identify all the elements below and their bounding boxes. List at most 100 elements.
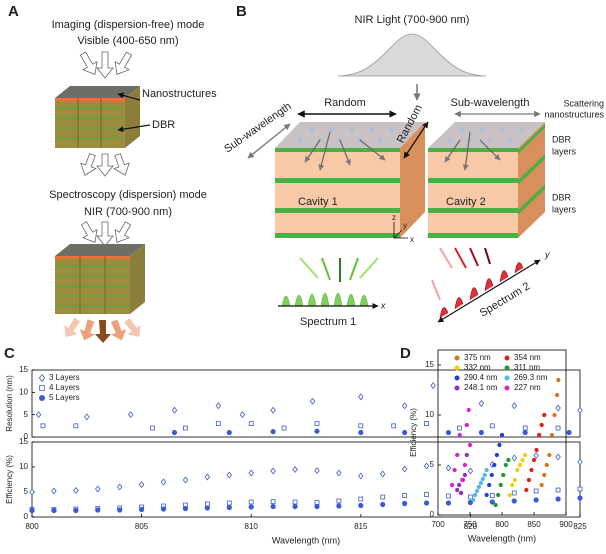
point [554, 392, 560, 398]
point [577, 486, 583, 492]
legend-label: 5 Layers [49, 393, 80, 402]
x-tick-label: 800 [495, 520, 509, 529]
point [226, 500, 232, 506]
x-tick-label: 800 [25, 522, 39, 531]
point [380, 470, 386, 478]
point [204, 505, 210, 511]
point [51, 507, 57, 514]
x-tick-label: 700 [431, 520, 445, 529]
point [496, 492, 501, 498]
point [358, 393, 364, 401]
legend-marker [39, 385, 45, 391]
outgoing-arrows [80, 153, 130, 177]
point [533, 488, 539, 494]
point [29, 488, 35, 496]
point [270, 503, 276, 510]
point [511, 454, 517, 462]
point [555, 496, 561, 502]
x-tick-label: 820 [464, 522, 478, 531]
panel-label: B [236, 3, 247, 20]
point [520, 457, 525, 463]
point [314, 421, 320, 426]
point [489, 499, 495, 505]
legend-label: 311 nm [514, 363, 540, 372]
point [248, 469, 254, 477]
point [506, 457, 511, 463]
point [494, 452, 499, 458]
point [552, 412, 557, 418]
point [336, 469, 342, 477]
point [511, 402, 517, 410]
legend-label: 290.4 nm [464, 373, 498, 382]
legend-marker [39, 394, 46, 401]
point [544, 462, 549, 468]
point [248, 421, 254, 426]
point [281, 425, 287, 431]
legend-marker [454, 385, 460, 391]
y-tick-label: 15 [19, 365, 28, 374]
point [446, 493, 451, 499]
point [555, 453, 561, 461]
axis-label: y [403, 221, 407, 230]
legend-label: 227 nm [514, 383, 541, 392]
point [482, 472, 487, 478]
point [542, 412, 547, 418]
point [471, 497, 476, 503]
point [314, 466, 320, 475]
point [314, 500, 320, 505]
axis-label: x [410, 235, 414, 244]
cavity-cube [275, 122, 425, 238]
point [467, 442, 473, 448]
point [423, 500, 430, 506]
spectrum-axis [437, 259, 541, 323]
point [511, 490, 517, 496]
y-tick-label: 5 [24, 487, 29, 496]
point [462, 472, 467, 478]
point [73, 486, 79, 495]
point [499, 432, 505, 438]
point [358, 423, 364, 429]
point [183, 425, 188, 431]
point [511, 498, 517, 504]
y-tick-label: 10 [19, 462, 28, 471]
point [171, 406, 178, 414]
coordinate-axes [393, 222, 408, 239]
mode-title: Imaging (dispersion-free) mode [52, 19, 205, 31]
point [497, 442, 502, 448]
point [314, 428, 320, 434]
point [138, 480, 145, 489]
light-spectrum [337, 33, 487, 77]
point [492, 462, 497, 468]
legend-marker [38, 373, 46, 383]
point [517, 462, 523, 468]
legend-marker [504, 355, 510, 361]
point [160, 506, 167, 512]
point [171, 429, 178, 436]
x-axis-label: Wavelength (nm) [468, 533, 536, 543]
point [40, 423, 46, 429]
point [270, 429, 276, 435]
point [455, 452, 460, 458]
point [182, 505, 189, 512]
point [160, 478, 167, 486]
point [510, 482, 515, 488]
point [522, 425, 528, 431]
mode-band: Visible (400-650 nm) [77, 35, 178, 47]
dispersed-arrows [64, 317, 141, 343]
point [401, 465, 408, 473]
point [555, 404, 561, 412]
y-tick-label: 5 [24, 410, 29, 419]
point [464, 422, 469, 428]
light-label: NIR Light (700-900 nm) [355, 14, 470, 26]
x-tick-label: 900 [559, 520, 573, 529]
axis-label: y [544, 249, 550, 259]
x-tick-label: 750 [463, 520, 477, 529]
dbr-label: DBR [152, 119, 175, 131]
point [424, 492, 429, 497]
point [116, 483, 123, 491]
point [512, 477, 517, 483]
point [292, 503, 298, 510]
point [336, 498, 342, 504]
point [358, 502, 364, 509]
